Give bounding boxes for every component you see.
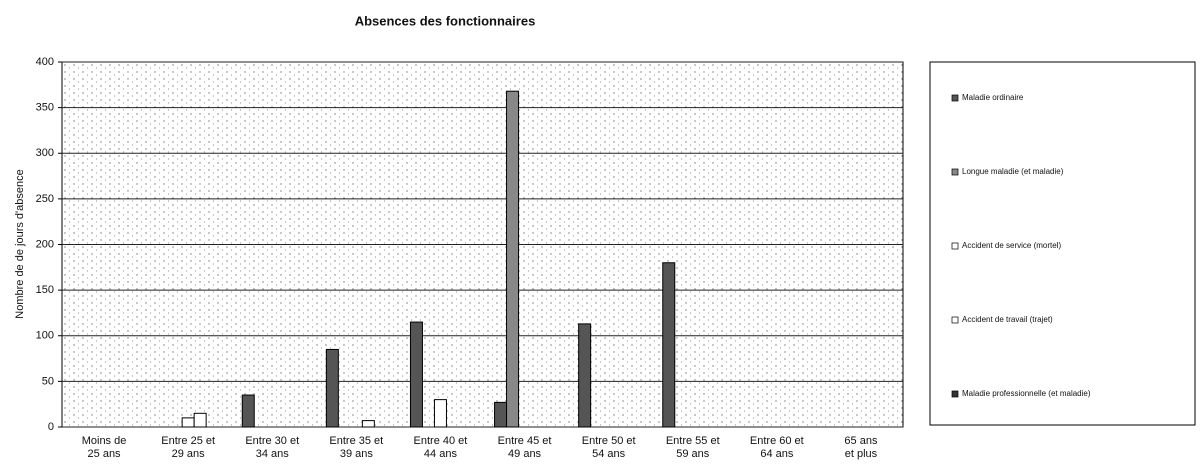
y-tick-label: 400 [36, 56, 54, 68]
legend-label: Maladie professionnelle (et maladie) [962, 389, 1091, 398]
x-tick-label: Entre 60 et 64 ans [750, 435, 804, 460]
legend-swatch [951, 242, 959, 250]
x-tick-label: Moins de 25 ans [82, 435, 127, 460]
bar [494, 401, 508, 428]
legend-swatch [951, 316, 959, 324]
y-tick-label: 350 [36, 102, 54, 114]
x-tick-label: Entre 55 et 59 ans [666, 435, 720, 460]
bar [578, 323, 592, 428]
y-tick-label: 150 [36, 284, 54, 296]
legend-swatch [951, 390, 959, 398]
y-tick-label: 200 [36, 238, 54, 250]
legend-label: Maladie ordinaire [962, 93, 1024, 102]
x-tick-label: 65 ans et plus [844, 435, 878, 460]
bar [193, 412, 207, 428]
bar [506, 90, 520, 428]
bar [241, 394, 255, 428]
y-tick-label: 0 [48, 421, 54, 433]
chart-title: Absences des fonctionnaires [355, 13, 536, 28]
legend-label: Accident de travail (trajet) [962, 315, 1053, 324]
x-tick-label: Entre 50 et 54 ans [582, 435, 636, 460]
x-tick-label: Entre 40 et 44 ans [414, 435, 468, 460]
legend-label: Longue maladie (et maladie) [962, 167, 1064, 176]
legend-swatch [951, 168, 959, 176]
y-tick-label: 250 [36, 193, 54, 205]
x-tick-label: Entre 45 et 49 ans [498, 435, 552, 460]
legend-box [929, 61, 1196, 426]
legend-label: Accident de service (mortel) [962, 241, 1061, 250]
bar [409, 321, 423, 428]
y-tick-label: 300 [36, 147, 54, 159]
y-axis-label: Nombre de de jours d'absence [14, 169, 26, 318]
y-tick-label: 100 [36, 330, 54, 342]
x-tick-label: Entre 30 et 34 ans [245, 435, 299, 460]
bar [361, 420, 375, 428]
legend-swatch [951, 94, 959, 102]
bar [662, 262, 676, 428]
bar [181, 417, 195, 428]
x-tick-label: Entre 35 et 39 ans [329, 435, 383, 460]
bar [433, 399, 447, 428]
bar [325, 348, 339, 428]
x-tick-label: Entre 25 et 29 ans [161, 435, 215, 460]
y-tick-label: 50 [42, 375, 54, 387]
